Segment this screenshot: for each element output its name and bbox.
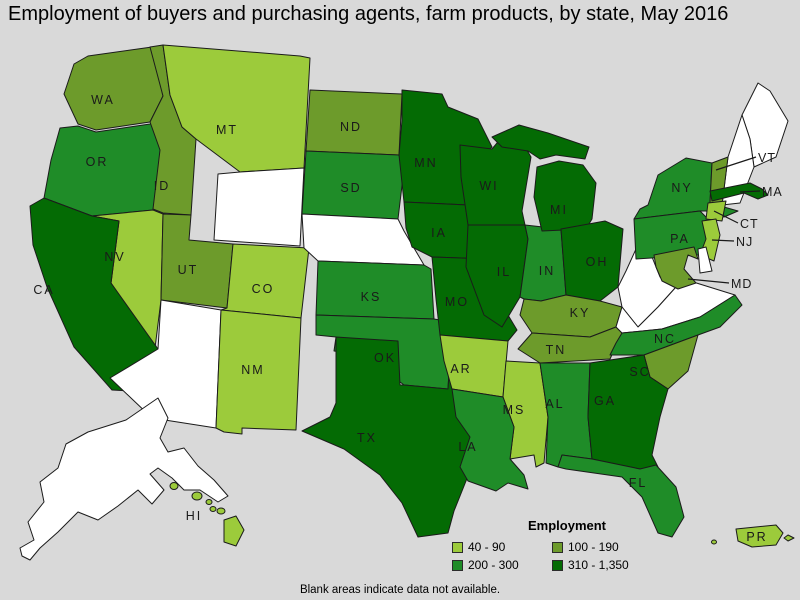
state-nm [215,309,302,435]
legend-item-3: 200 - 300 [452,558,552,572]
state-label-nj: NJ [736,235,753,249]
state-label-ga: GA [594,394,616,408]
legend-label-4: 310 - 1,350 [568,558,629,572]
state-label-md: MD [731,277,752,291]
state-label-tx: TX [357,431,377,445]
legend: Employment 40 - 90 100 - 190 200 - 300 3… [452,518,702,572]
state-label-pr: PR [746,530,767,544]
state-label-ca: CA [33,283,54,297]
state-label-pa: PA [670,232,690,246]
legend-label-3: 200 - 300 [468,558,519,572]
state-label-sc: SC [629,365,650,379]
footer-note: Blank areas indicate data not available. [299,584,501,596]
legend-item-4: 310 - 1,350 [552,558,702,572]
legend-grid: 40 - 90 100 - 190 200 - 300 310 - 1,350 [452,540,702,572]
state-al [539,362,593,468]
state-label-nc: NC [654,332,676,346]
state-label-oh: OH [586,255,609,269]
state-label-nv: NV [104,250,125,264]
callout-line-vt [715,156,757,171]
state-label-ut: UT [178,263,199,277]
state-label-mi: MI [550,203,568,217]
state-labels: WA OR CA NV ID MT UT CO NM ND SD KS OK T… [33,93,783,544]
state-mi [491,124,597,232]
legend-title: Employment [527,518,606,533]
state-label-mo: MO [445,295,469,309]
state-label-vt: VT [758,151,776,165]
state-label-ok: OK [374,351,396,365]
state-label-ks: KS [361,290,382,304]
callout-line-ma [739,190,761,193]
state-label-wi: WI [479,179,498,193]
callout-line-nj [711,239,735,242]
state-ak [19,397,229,561]
page-title: Employment of buyers and purchasing agen… [8,3,729,25]
state-label-wa: WA [91,93,115,107]
state-label-ma: MA [762,185,783,199]
legend-item-2: 100 - 190 [552,540,702,554]
state-shapes [19,44,795,561]
legend-item-1: 40 - 90 [452,540,552,554]
state-de [697,246,713,274]
state-label-sd: SD [340,181,361,195]
state-hi [169,482,245,547]
state-label-ky: KY [570,306,591,320]
state-label-ny: NY [671,181,692,195]
state-label-ar: AR [450,362,471,376]
state-fl [557,454,685,538]
callout-line-ct [713,210,739,224]
state-label-la: LA [458,440,477,454]
state-label-nm: NM [241,363,264,377]
state-pr [711,524,795,548]
state-label-in: IN [539,264,556,278]
state-md [653,246,699,290]
state-label-fl: FL [629,476,648,490]
state-wy [213,167,305,247]
state-wi [459,136,532,226]
legend-swatch-1 [452,541,463,553]
callout-lines [687,156,761,284]
state-label-or: OR [86,155,109,169]
state-label-mt: MT [216,123,238,137]
state-label-id: ID [154,179,171,193]
state-sd [301,150,405,220]
state-ct [705,200,727,222]
state-ga [587,354,669,470]
state-label-al: AL [545,397,564,411]
state-nc [609,294,743,356]
callout-line-md [687,278,730,284]
state-label-ms: MS [503,403,526,417]
state-ma [709,182,769,202]
state-label-co: CO [252,282,275,296]
state-label-ct: CT [740,217,759,231]
state-label-hi: HI [186,509,203,523]
legend-swatch-4 [552,559,563,571]
legend-label-1: 40 - 90 [468,540,506,554]
state-label-il: IL [497,265,511,279]
state-label-mn: MN [414,156,437,170]
state-co [220,243,310,319]
legend-label-2: 100 - 190 [568,540,619,554]
state-ks [315,260,435,320]
state-la [451,388,529,492]
legend-swatch-3 [452,559,463,571]
state-label-ia: IA [431,226,447,240]
state-label-tn: TN [546,343,567,357]
state-label-nd: ND [340,120,362,134]
state-wa [63,46,164,131]
legend-swatch-2 [552,541,563,553]
